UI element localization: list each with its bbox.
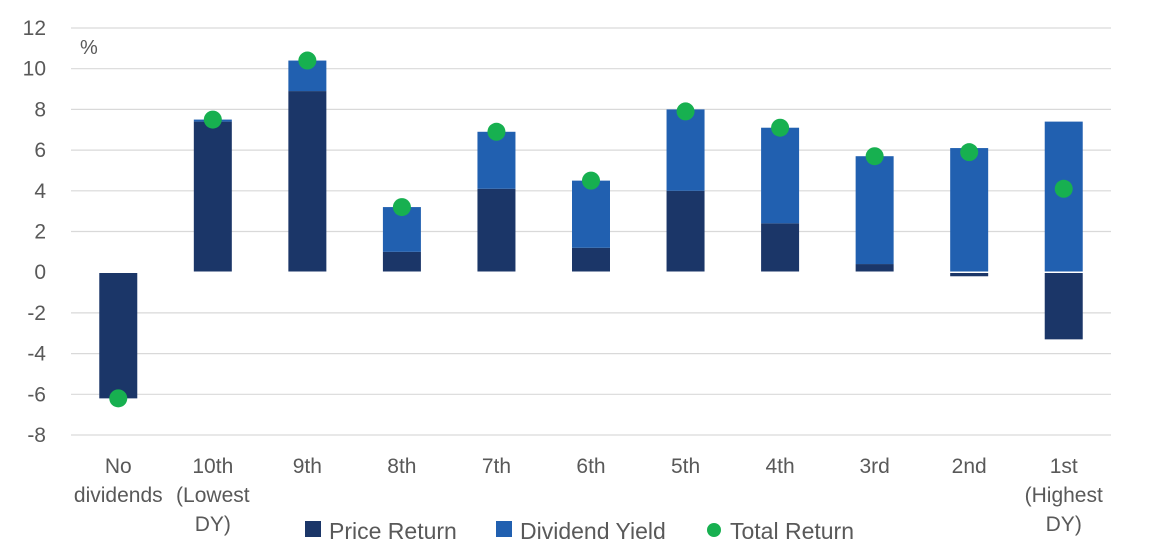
bar-price-return <box>99 272 138 399</box>
y-tick-label: -6 <box>27 383 46 406</box>
y-tick-label: 12 <box>23 17 46 40</box>
legend-marker-total-return <box>707 523 721 537</box>
bar-dividend-yield <box>761 127 800 224</box>
legend-swatch-price-return <box>305 521 321 537</box>
point-total-return <box>298 51 317 70</box>
point-total-return <box>392 198 411 217</box>
y-tick-label: -8 <box>27 424 46 447</box>
x-category-label: (Lowest <box>176 484 250 507</box>
point-total-return <box>676 102 695 121</box>
y-tick-label: 4 <box>34 180 46 203</box>
legend-label-dividend-yield: Dividend Yield <box>520 518 666 544</box>
bar-price-return <box>382 251 421 273</box>
point-total-return <box>582 171 600 190</box>
point-total-return <box>203 110 222 129</box>
y-axis: -8 -6 -4 -2 0 2 4 6 8 10 12 <box>23 17 47 447</box>
bar-dividend-yield <box>950 148 989 273</box>
point-total-return <box>487 122 506 141</box>
bar-price-return <box>855 264 894 273</box>
bar-price-return <box>193 121 232 273</box>
x-category-label: 7th <box>482 455 511 478</box>
y-tick-label: -2 <box>27 302 46 325</box>
point-total-return <box>109 389 128 408</box>
x-axis: No dividends 10th (Lowest DY) 9th 8th 7th 6th 5th… <box>74 455 1103 536</box>
bars <box>71 60 1111 399</box>
x-category-label: 5th <box>671 455 700 478</box>
y-tick-label: 6 <box>34 139 46 162</box>
point-total-return <box>865 147 884 166</box>
bar-price-return <box>1044 272 1083 340</box>
point-total-return <box>1054 179 1073 198</box>
point-total-return <box>771 118 790 137</box>
legend-swatch-dividend-yield <box>496 521 512 537</box>
x-category-label: 6th <box>576 455 605 478</box>
y-tick-label: 2 <box>34 221 46 244</box>
x-category-label: 8th <box>387 455 416 478</box>
x-category-label: 10th <box>192 455 233 478</box>
bar-dividend-yield <box>572 180 610 248</box>
x-category-label: 9th <box>293 455 322 478</box>
x-category-label: 3rd <box>859 455 889 478</box>
x-category-label: dividends <box>74 484 163 507</box>
y-tick-label: 8 <box>34 98 46 121</box>
y-unit-label: % <box>80 37 98 59</box>
y-tick-label: 0 <box>34 261 46 284</box>
bar-dividend-yield <box>855 156 894 265</box>
bar-price-return <box>572 247 610 273</box>
legend-label-price-return: Price Return <box>329 518 457 544</box>
x-category-label: DY) <box>195 513 231 536</box>
bar-price-return <box>666 190 705 273</box>
x-category-label: (Highest <box>1025 484 1103 507</box>
bar-price-return <box>288 91 327 273</box>
x-category-label: DY) <box>1046 513 1082 536</box>
x-category-label: 4th <box>765 455 794 478</box>
legend: Price Return Dividend Yield Total Return <box>305 518 854 544</box>
bar-dividend-yield <box>477 131 516 189</box>
point-total-return <box>960 143 979 162</box>
legend-label-total-return: Total Return <box>730 518 854 544</box>
y-tick-label: -4 <box>27 343 46 366</box>
bar-price-return <box>761 223 800 273</box>
x-category-label: No <box>105 455 132 478</box>
bar-price-return <box>950 272 989 277</box>
total-return-points <box>109 51 1073 408</box>
x-category-label: 1st <box>1050 455 1078 478</box>
bar-dividend-yield <box>666 109 705 191</box>
bar-price-return <box>477 188 516 273</box>
x-category-label: 2nd <box>952 455 987 478</box>
y-tick-label: 10 <box>23 58 46 81</box>
